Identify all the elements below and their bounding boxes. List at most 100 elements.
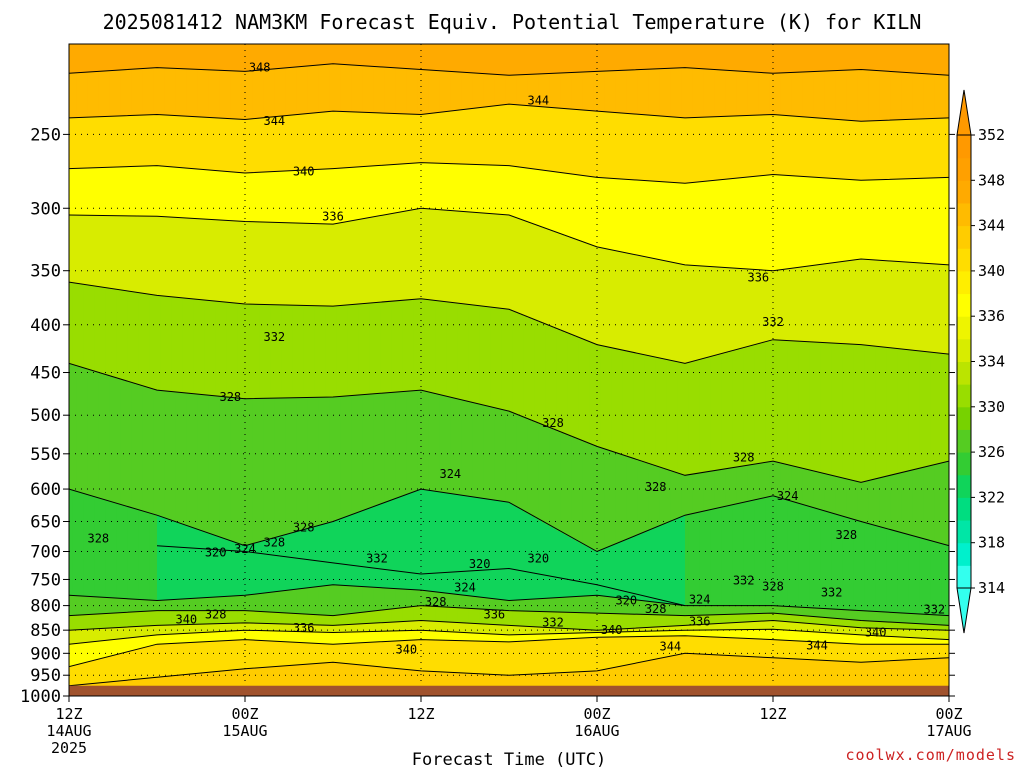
color-band (439, 112, 444, 164)
color-band (226, 540, 231, 552)
color-band (175, 392, 180, 523)
color-band (461, 672, 466, 696)
contour-label: 344 (659, 640, 681, 654)
color-band (358, 586, 363, 614)
color-band (553, 171, 558, 233)
color-band (663, 260, 668, 360)
color-band (87, 642, 92, 663)
color-band (193, 548, 198, 599)
color-band (842, 478, 847, 518)
color-band (641, 461, 646, 534)
color-band (366, 166, 371, 219)
color-band (666, 522, 671, 603)
color-band (538, 598, 543, 613)
color-band (879, 260, 884, 348)
color-band (472, 633, 477, 642)
color-band (80, 168, 85, 216)
color-band (135, 44, 140, 70)
color-band (622, 628, 627, 633)
color-band (454, 494, 459, 573)
color-band (344, 516, 349, 566)
color-band (76, 72, 81, 119)
color-band (806, 506, 811, 609)
color-band (707, 116, 712, 182)
contour-label: 320 (527, 551, 549, 565)
color-band (223, 70, 228, 119)
color-band (267, 304, 272, 399)
color-band (72, 282, 77, 366)
color-band (226, 623, 231, 632)
color-band (879, 179, 884, 261)
color-band (322, 305, 327, 398)
color-band (270, 592, 275, 613)
color-band (824, 118, 829, 179)
color-band (916, 537, 921, 615)
color-band (344, 305, 349, 397)
color-band (534, 169, 539, 226)
color-band (164, 115, 169, 167)
contour-label: 344 (263, 114, 285, 128)
color-band (586, 341, 591, 444)
color-band (391, 499, 396, 572)
color-band (549, 673, 554, 696)
color-band (358, 511, 363, 568)
color-band (501, 610, 506, 626)
color-band (300, 613, 305, 626)
color-band (571, 538, 576, 582)
color-band (648, 631, 653, 637)
color-band (366, 303, 371, 395)
color-band (670, 471, 675, 522)
color-band (729, 637, 734, 657)
color-band (355, 304, 360, 396)
x-tick-year: 2025 (51, 739, 87, 757)
color-band (281, 641, 286, 667)
color-band (498, 214, 503, 309)
color-band (828, 263, 833, 344)
color-band (179, 167, 184, 219)
color-band (318, 632, 323, 645)
color-band (160, 634, 165, 645)
color-band (894, 644, 899, 662)
color-band (428, 630, 433, 641)
color-band (307, 305, 312, 399)
color-band (575, 596, 580, 614)
color-band (113, 215, 118, 290)
color-band (369, 642, 374, 667)
isentrope-324 (69, 488, 949, 553)
color-band (622, 540, 627, 593)
color-band (102, 374, 107, 501)
color-band (765, 341, 770, 463)
color-band (839, 343, 844, 479)
contour-label: 340 (293, 165, 315, 179)
color-band (219, 44, 224, 71)
color-band (864, 44, 869, 71)
color-band (813, 624, 818, 633)
color-band (938, 44, 943, 76)
color-band (776, 613, 781, 622)
color-band (274, 623, 279, 632)
color-band (879, 635, 884, 645)
color-band (410, 572, 415, 591)
color-band (589, 548, 594, 585)
color-band (300, 631, 305, 644)
color-band (179, 642, 184, 676)
color-band (182, 44, 187, 70)
color-band (377, 66, 382, 114)
color-band (806, 71, 811, 118)
color-band (362, 586, 367, 613)
color-band (773, 639, 778, 659)
y-tick-label: 350 (30, 262, 61, 282)
color-band (234, 640, 239, 671)
color-band (219, 171, 224, 221)
color-band (919, 614, 924, 625)
color-band (347, 515, 352, 566)
color-band (670, 604, 675, 616)
color-band (296, 558, 301, 590)
color-band (351, 565, 356, 587)
color-band (663, 630, 668, 637)
color-band (571, 596, 576, 614)
color-band (608, 546, 613, 589)
color-band (520, 416, 525, 511)
color-band (347, 44, 352, 66)
color-band (549, 107, 554, 172)
